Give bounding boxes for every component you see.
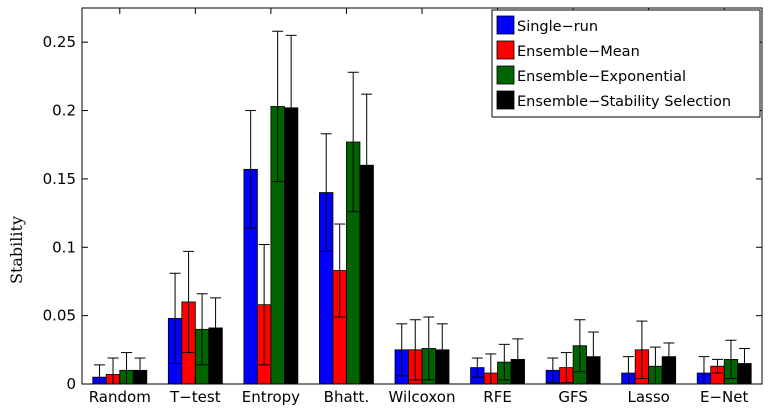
- error-bar-4-2: [423, 316, 435, 381]
- x-tick-label: E−Net: [700, 388, 748, 406]
- error-bar-7-1: [636, 320, 648, 380]
- x-tick-label: RFE: [483, 388, 512, 406]
- legend: Single−run Ensemble−Mean Ensemble−Exponent…: [491, 9, 761, 118]
- error-bar-4-3: [436, 323, 448, 377]
- error-bar-1-3: [210, 297, 222, 359]
- error-bar-6-3: [587, 331, 599, 382]
- y-tick-label: 0: [66, 375, 76, 393]
- legend-swatch: [496, 15, 515, 35]
- error-bar-4-0: [396, 323, 408, 377]
- error-bar-6-0: [547, 357, 559, 384]
- legend-entry: Ensemble−Exponential: [517, 69, 686, 85]
- legend-swatch: [496, 90, 515, 110]
- error-bar-6-1: [560, 352, 572, 384]
- legend-entry: Single−run: [517, 19, 598, 35]
- x-tick-label: Wilcoxon: [389, 388, 456, 406]
- y-tick-label: 0.05: [43, 307, 76, 325]
- error-bar-5-3: [512, 338, 524, 381]
- error-bar-2-1: [258, 244, 270, 366]
- error-bar-3-2: [347, 71, 359, 213]
- errorbars-layer: [94, 30, 750, 385]
- error-bar-3-1: [334, 223, 346, 318]
- x-tick-label: Lasso: [627, 388, 669, 406]
- x-tick-label: Bhatt.: [324, 388, 370, 406]
- legend-entry: Ensemble−Mean: [517, 44, 640, 60]
- y-axis-label: Stability: [7, 216, 26, 284]
- error-bar-0-3: [134, 357, 146, 384]
- x-axis: Random T−test Entropy Bhatt. Wilcoxon RFE GFS L…: [89, 8, 749, 406]
- x-tick-label: GFS: [558, 388, 588, 406]
- error-bar-3-3: [361, 93, 373, 237]
- error-bar-3-0: [320, 133, 332, 252]
- error-bar-8-3: [738, 347, 750, 380]
- legend-swatch: [496, 65, 515, 85]
- error-bar-2-2: [272, 30, 284, 183]
- error-bar-8-1: [711, 358, 723, 374]
- y-axis: 0 0.05 0.1 0.15 0.2 0.25: [43, 33, 762, 393]
- error-bar-4-1: [409, 319, 421, 381]
- y-tick-label: 0.25: [43, 33, 76, 51]
- x-tick-label: T−test: [169, 388, 221, 406]
- error-bar-7-3: [663, 342, 675, 371]
- y-tick-label: 0.2: [52, 102, 76, 120]
- legend-swatch: [496, 40, 515, 60]
- legend-entry: Ensemble−Stability Selection: [517, 94, 731, 110]
- y-tick-label: 0.1: [52, 238, 76, 256]
- legend-box: [491, 9, 761, 118]
- error-bar-1-2: [196, 293, 208, 366]
- error-bar-2-3: [285, 34, 297, 181]
- error-bar-6-2: [574, 319, 586, 373]
- y-tick-label: 0.15: [43, 170, 76, 188]
- x-tick-label: Random: [89, 388, 151, 406]
- error-bar-5-2: [498, 343, 510, 381]
- error-bar-1-1: [183, 250, 195, 354]
- error-bar-5-0: [471, 357, 483, 378]
- error-bar-2-0: [245, 110, 257, 229]
- bars-layer: [92, 106, 752, 385]
- error-bar-1-0: [169, 272, 181, 364]
- error-bar-8-2: [725, 339, 737, 380]
- x-tick-label: Entropy: [242, 388, 300, 406]
